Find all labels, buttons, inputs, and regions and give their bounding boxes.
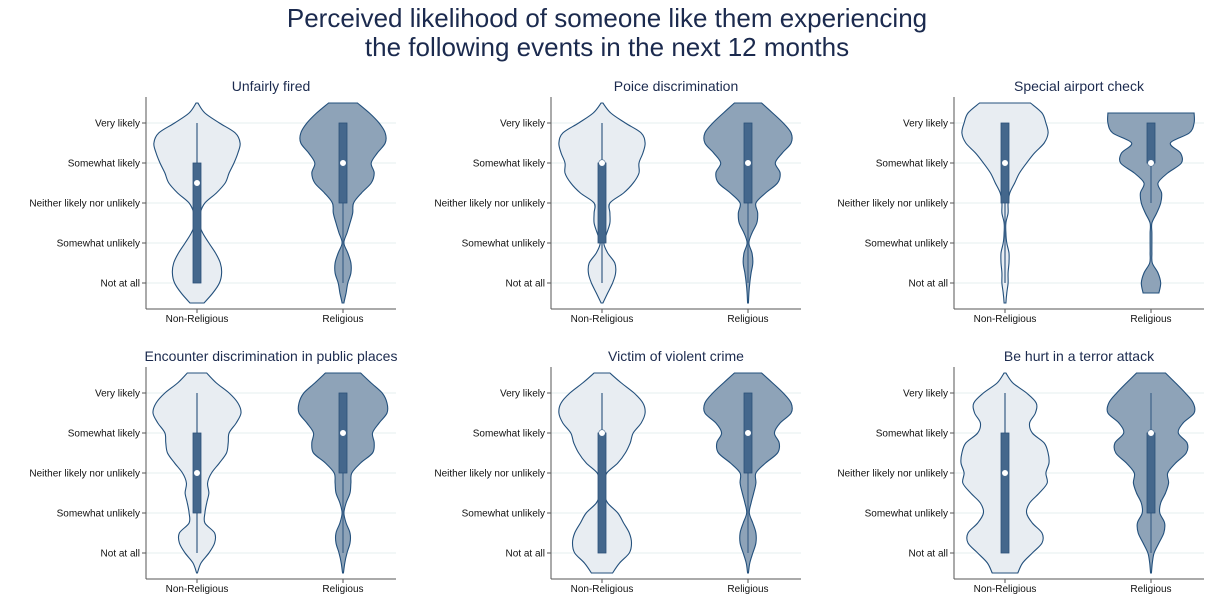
main-title-line-1: Perceived likelihood of someone like the…	[287, 3, 927, 33]
median-marker	[339, 159, 347, 167]
panel-title: Poice discrimination	[614, 78, 739, 94]
y-tick-label: Very likely	[903, 389, 948, 400]
iqr-box	[597, 162, 607, 244]
x-category-label: Religious	[322, 314, 363, 325]
panel-title: Special airport check	[1014, 78, 1145, 94]
panel-title: Unfairly fired	[232, 78, 311, 94]
iqr-box	[597, 432, 607, 554]
median-marker	[1001, 469, 1009, 477]
x-category-label: Religious	[727, 584, 768, 595]
y-tick-label: Somewhat unlikely	[57, 509, 140, 520]
y-tick-label: Neither likely nor unlikely	[434, 199, 545, 210]
y-tick-label: Not at all	[101, 549, 140, 560]
median-marker	[1147, 159, 1155, 167]
panel-title: Encounter discrimination in public place…	[145, 348, 398, 364]
y-tick-label: Somewhat unlikely	[865, 509, 948, 520]
iqr-box	[1146, 432, 1156, 514]
y-tick-label: Not at all	[506, 279, 545, 290]
y-tick-label: Not at all	[909, 279, 948, 290]
y-tick-label: Not at all	[909, 549, 948, 560]
y-tick-label: Not at all	[101, 279, 140, 290]
panel-title: Be hurt in a terror attack	[1004, 348, 1155, 364]
iqr-box	[192, 162, 202, 284]
y-tick-label: Somewhat likely	[68, 429, 140, 440]
x-category-label: Non-Religious	[166, 314, 229, 325]
x-category-label: Non-Religious	[166, 584, 229, 595]
iqr-box	[1000, 432, 1010, 554]
panel-poice-discrimination: Poice discrimination Very likely Somewhat …	[434, 78, 801, 325]
median-marker	[744, 159, 752, 167]
x-category-label: Non-Religious	[571, 584, 634, 595]
panel-be-hurt-in-a-terror-attack: Be hurt in a terror attack Very likely Som…	[837, 348, 1204, 595]
y-tick-label: Somewhat likely	[876, 159, 948, 170]
median-marker	[339, 429, 347, 437]
panel-special-airport-check: Special airport check Very likely Somewhat…	[837, 78, 1204, 325]
x-category-label: Religious	[1130, 314, 1171, 325]
y-tick-label: Neither likely nor unlikely	[29, 199, 140, 210]
y-tick-label: Neither likely nor unlikely	[837, 469, 948, 480]
y-tick-label: Not at all	[506, 549, 545, 560]
x-category-label: Non-Religious	[571, 314, 634, 325]
panel-encounter-discrimination-in-public-places: Encounter discrimination in public place…	[29, 348, 397, 595]
y-tick-label: Very likely	[95, 119, 140, 130]
median-marker	[193, 469, 201, 477]
y-tick-label: Very likely	[903, 119, 948, 130]
y-tick-label: Somewhat unlikely	[865, 239, 948, 250]
y-tick-label: Somewhat likely	[876, 429, 948, 440]
y-tick-label: Neither likely nor unlikely	[434, 469, 545, 480]
median-marker	[744, 429, 752, 437]
y-tick-label: Neither likely nor unlikely	[837, 199, 948, 210]
x-category-label: Non-Religious	[974, 314, 1037, 325]
median-marker	[598, 159, 606, 167]
panel-victim-of-violent-crime: Victim of violent crime Very likely Somewh…	[434, 348, 801, 595]
iqr-box	[1146, 122, 1156, 164]
x-category-label: Non-Religious	[974, 584, 1037, 595]
panel-unfairly-fired: Unfairly fired Very likely Somewhat likely…	[29, 78, 396, 325]
y-tick-label: Very likely	[500, 119, 545, 130]
median-marker	[1147, 429, 1155, 437]
y-tick-label: Very likely	[500, 389, 545, 400]
panel-title: Victim of violent crime	[608, 348, 744, 364]
x-category-label: Religious	[322, 584, 363, 595]
median-marker	[193, 179, 201, 187]
y-tick-label: Somewhat unlikely	[462, 239, 545, 250]
panels-grid: Unfairly fired Very likely Somewhat likely…	[29, 78, 1204, 595]
y-tick-label: Somewhat unlikely	[462, 509, 545, 520]
x-category-label: Religious	[727, 314, 768, 325]
main-title-line-2: the following events in the next 12 mont…	[365, 32, 849, 62]
median-marker	[1001, 159, 1009, 167]
y-tick-label: Somewhat unlikely	[57, 239, 140, 250]
median-marker	[598, 429, 606, 437]
y-tick-label: Very likely	[95, 389, 140, 400]
x-category-label: Religious	[1130, 584, 1171, 595]
y-tick-label: Somewhat likely	[473, 429, 545, 440]
y-tick-label: Neither likely nor unlikely	[29, 469, 140, 480]
y-tick-label: Somewhat likely	[68, 159, 140, 170]
y-tick-label: Somewhat likely	[473, 159, 545, 170]
